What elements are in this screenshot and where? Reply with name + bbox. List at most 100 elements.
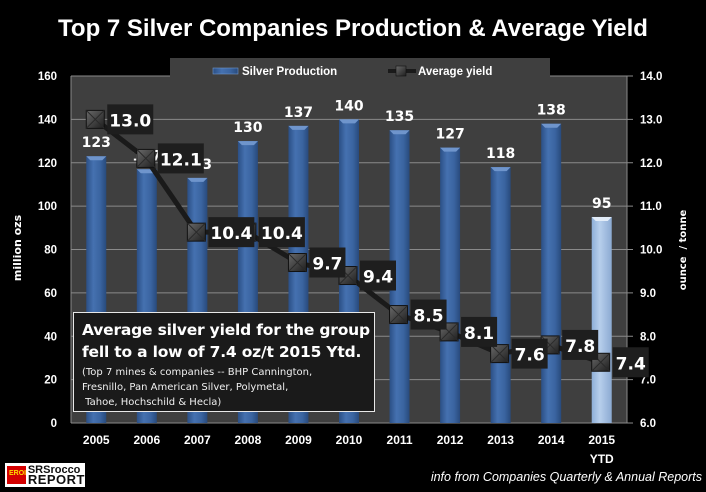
annotation-note: (Top 7 mines & companies -- BHP Canningt…: [82, 367, 313, 408]
source-note: info from Companies Quarterly & Annual R…: [430, 470, 702, 484]
right-tick-label: 10.0: [640, 245, 662, 257]
legend-item-silver-production[interactable]: Silver Production: [212, 66, 337, 78]
left-tick-label: 40: [44, 331, 57, 343]
x-tick-label: 2015: [588, 433, 615, 447]
yield-value-label: 9.7: [312, 255, 342, 275]
bar-value-label: 123: [82, 135, 111, 151]
yield-label-box: [562, 329, 599, 360]
yield-value-label: 7.6: [515, 346, 545, 366]
x-tick-label: 2007: [184, 433, 211, 447]
bar-cap: [288, 125, 309, 130]
bar-series: [86, 119, 612, 424]
bar-value-label: 118: [486, 146, 515, 162]
left-axis-title: million ozs: [11, 214, 24, 281]
yield-marker-bevel: [85, 110, 105, 129]
yield-label-box: [258, 217, 305, 248]
yield-value-label: 10.4: [210, 224, 252, 244]
yield-label-box: [157, 143, 204, 174]
left-tick-label: 100: [38, 201, 57, 213]
line-series: 13.0 12.1 10.4 10.4 9.7 9.4 8.5 8.1 7.6 7.8 7.4: [85, 104, 649, 378]
annotation-headline-1: Average silver yield for the group: [82, 321, 370, 339]
yield-value-label: 10.4: [261, 224, 303, 244]
usa-map-icon: EROI: [7, 466, 26, 484]
yield-marker-bevel: [288, 253, 307, 272]
left-tick-label: 0: [51, 418, 57, 430]
right-axis: 6.0 7.0 8.0 9.0 10.0 11.0 12.0 13.0 14.0: [627, 71, 662, 430]
right-axis-title: ounce / tonne: [678, 209, 689, 290]
yield-value-label: 13.0: [109, 111, 151, 131]
bar-cap: [440, 147, 461, 152]
bar-value-label: 138: [537, 103, 566, 119]
x-tick-label: 2014: [538, 433, 565, 447]
yield-value-label: 9.4: [363, 268, 393, 288]
logo-badge: EROI: [9, 470, 27, 477]
legend: Silver Production Average yield: [212, 65, 492, 78]
bar: [490, 167, 511, 423]
bar-cap: [237, 141, 258, 146]
bar: [389, 130, 410, 423]
right-tick-label: 14.0: [640, 71, 662, 83]
legend-label: Average yield: [418, 66, 492, 78]
right-tick-label: 9.0: [640, 288, 656, 300]
left-tick-label: 120: [38, 158, 57, 170]
bar-cap: [591, 216, 612, 221]
yield-marker-bevel: [490, 344, 509, 363]
yield-marker-bevel: [136, 149, 156, 168]
x-tick-label: 2010: [336, 433, 363, 447]
left-axis: 0 20 40 60 80 100 120 140 160: [38, 71, 57, 430]
right-tick-label: 8.0: [640, 331, 656, 343]
yield-label-box: [107, 104, 154, 135]
x-axis: 2005 2006 2007 2008 2009 2010 2011 2012 2013 2014…: [83, 433, 615, 466]
yield-value-label: 7.4: [616, 354, 646, 374]
yield-value-label: 12.1: [160, 150, 202, 170]
x-tick-label: 2008: [235, 433, 262, 447]
left-tick-label: 60: [44, 288, 57, 300]
legend-marker-icon: [395, 65, 407, 77]
yield-value-label: 8.1: [464, 324, 494, 344]
bar-cap: [541, 123, 562, 128]
bar: [591, 216, 612, 423]
bar-value-label: 127: [435, 127, 464, 143]
x-tick-label: YTD: [590, 452, 614, 466]
bar-value-label: 140: [334, 98, 363, 114]
yield-value-label: 8.5: [413, 307, 443, 327]
right-tick-label: 6.0: [640, 418, 656, 430]
yield-marker-bevel: [389, 305, 408, 324]
bar: [541, 123, 562, 424]
bar-value-label: 95: [592, 196, 611, 212]
x-tick-label: 2011: [387, 433, 413, 447]
logo-line-1: SRSrocco: [27, 464, 81, 476]
bar-value-label: 130: [233, 120, 262, 136]
bar-labels: 12311711313013714013512711813895: [82, 98, 612, 212]
left-tick-label: 80: [44, 245, 57, 257]
annotation-headline-2: fell to a low of 7.4 oz/t 2015 Ytd.: [82, 343, 362, 361]
yield-label-box: [612, 347, 649, 378]
yield-label-box: [410, 299, 447, 330]
legend-item-average-yield[interactable]: Average yield: [388, 65, 492, 78]
right-tick-label: 7.0: [640, 375, 656, 387]
bar-value-label: 137: [284, 105, 313, 121]
bar-cap: [339, 119, 359, 124]
bar-value-label: 135: [385, 109, 414, 125]
x-tick-label: 2006: [133, 433, 160, 447]
x-tick-label: 2013: [487, 433, 514, 447]
right-tick-label: 13.0: [640, 114, 662, 126]
x-tick-label: 2012: [437, 433, 464, 447]
legend-label: Silver Production: [242, 66, 337, 78]
yield-marker-bevel: [187, 222, 206, 242]
yield-label-box: [461, 316, 498, 347]
right-tick-label: 11.0: [640, 201, 662, 213]
yield-label-box: [208, 217, 255, 248]
x-tick-label: 2009: [285, 433, 312, 447]
legend-panel: [170, 58, 550, 78]
yield-value-label: 7.8: [565, 337, 595, 357]
annotation-box: Average silver yield for the group fell …: [73, 312, 375, 412]
bar-cap: [490, 167, 511, 172]
yield-label-box: [360, 260, 396, 291]
left-tick-label: 160: [38, 71, 57, 83]
x-tick-label: 2005: [83, 433, 110, 447]
left-tick-label: 140: [38, 114, 57, 126]
yield-label-box: [511, 338, 548, 369]
left-tick-label: 20: [44, 375, 57, 387]
srsrocco-logo: EROI SRSrocco REPORT: [5, 463, 85, 487]
